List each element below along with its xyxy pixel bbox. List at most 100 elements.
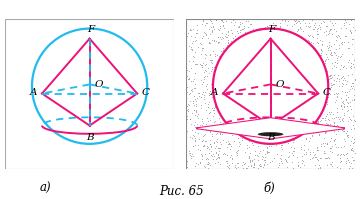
Point bbox=[324, 143, 329, 146]
Point bbox=[344, 110, 350, 113]
Point bbox=[198, 42, 203, 46]
Point bbox=[223, 72, 228, 75]
Point bbox=[320, 40, 325, 43]
Point bbox=[229, 64, 235, 67]
Point bbox=[254, 38, 260, 41]
Point bbox=[322, 131, 328, 135]
Point bbox=[198, 78, 203, 81]
Point bbox=[198, 103, 204, 106]
Point bbox=[258, 94, 264, 98]
Point bbox=[247, 159, 253, 162]
Point bbox=[260, 53, 266, 56]
Point bbox=[336, 152, 341, 156]
Point bbox=[228, 63, 234, 66]
Point bbox=[336, 46, 341, 49]
Point bbox=[351, 65, 357, 68]
Point bbox=[262, 25, 268, 29]
Point bbox=[193, 31, 199, 34]
Point bbox=[269, 37, 275, 40]
Point bbox=[267, 60, 273, 64]
Point bbox=[325, 58, 331, 61]
Point bbox=[204, 128, 210, 131]
Point bbox=[252, 118, 257, 121]
Point bbox=[336, 43, 342, 46]
Point bbox=[203, 157, 209, 160]
Point bbox=[256, 84, 261, 87]
Point bbox=[298, 148, 303, 151]
Point bbox=[193, 102, 199, 105]
Point bbox=[309, 112, 315, 115]
Point bbox=[327, 43, 332, 46]
Text: A: A bbox=[211, 88, 218, 97]
Point bbox=[286, 137, 291, 140]
Point bbox=[194, 17, 200, 20]
Point bbox=[220, 121, 226, 125]
Point bbox=[291, 22, 297, 25]
Point bbox=[272, 37, 278, 40]
Point bbox=[201, 164, 207, 167]
Point bbox=[261, 60, 267, 63]
Point bbox=[346, 115, 352, 118]
Point bbox=[199, 36, 205, 39]
Point bbox=[328, 28, 334, 31]
Point bbox=[323, 33, 328, 37]
Point bbox=[341, 130, 347, 133]
Point bbox=[310, 156, 316, 159]
Point bbox=[217, 146, 223, 149]
Point bbox=[231, 23, 237, 26]
Point bbox=[291, 49, 297, 52]
Point bbox=[311, 117, 317, 120]
Point bbox=[226, 131, 232, 134]
Point bbox=[202, 75, 207, 78]
Point bbox=[324, 56, 330, 59]
Point bbox=[308, 52, 314, 56]
Point bbox=[273, 144, 279, 147]
Point bbox=[283, 116, 289, 119]
Point bbox=[210, 109, 215, 112]
Point bbox=[285, 78, 291, 82]
Point bbox=[222, 85, 228, 88]
Point bbox=[223, 116, 228, 119]
Point bbox=[222, 103, 227, 106]
Text: B: B bbox=[86, 133, 93, 142]
Point bbox=[295, 160, 300, 163]
Point bbox=[215, 161, 221, 164]
Point bbox=[278, 53, 284, 56]
Point bbox=[322, 152, 328, 155]
Point bbox=[304, 80, 310, 83]
Point bbox=[315, 93, 321, 96]
Point bbox=[216, 146, 222, 149]
Point bbox=[286, 98, 292, 101]
Point bbox=[317, 53, 323, 56]
Point bbox=[189, 48, 195, 51]
Point bbox=[306, 21, 312, 25]
Point bbox=[273, 118, 279, 121]
Point bbox=[213, 83, 219, 86]
Point bbox=[251, 101, 257, 104]
Point bbox=[262, 90, 268, 93]
Point bbox=[327, 74, 333, 77]
Point bbox=[224, 70, 230, 74]
Point bbox=[269, 55, 274, 58]
Point bbox=[259, 54, 265, 57]
Point bbox=[326, 118, 332, 121]
Point bbox=[209, 106, 215, 110]
Point bbox=[271, 81, 277, 84]
Point bbox=[329, 22, 335, 25]
Point bbox=[308, 105, 313, 108]
Point bbox=[210, 29, 215, 32]
Point bbox=[266, 144, 272, 148]
Point bbox=[187, 136, 193, 139]
Point bbox=[327, 147, 332, 150]
Point bbox=[191, 55, 197, 58]
Point bbox=[328, 110, 334, 113]
Point bbox=[257, 87, 263, 90]
Point bbox=[299, 161, 305, 164]
Point bbox=[258, 42, 264, 46]
Point bbox=[232, 71, 238, 74]
Point bbox=[222, 153, 228, 156]
Point bbox=[300, 29, 306, 33]
Point bbox=[315, 121, 320, 125]
Point bbox=[261, 133, 266, 137]
Point bbox=[192, 120, 198, 124]
